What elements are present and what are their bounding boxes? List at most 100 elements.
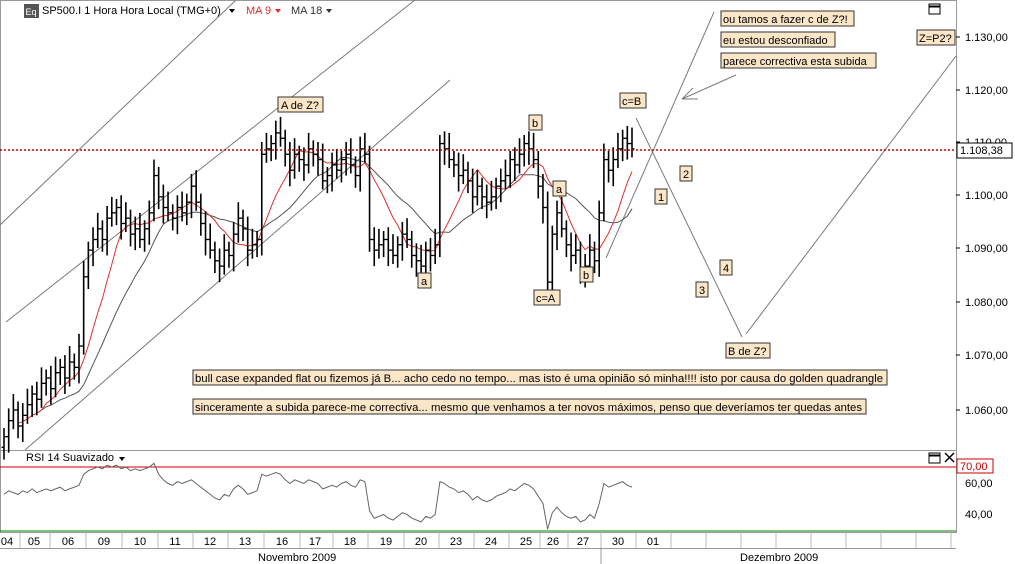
annotation-wave-b2: b [583,270,589,282]
ohlc-bar [498,168,504,203]
annotation-3: 3 [699,285,705,297]
drawn-lines [0,0,957,451]
ohlc-bar [24,388,30,424]
ohlc-bar [67,346,73,387]
ma18-dropdown-icon[interactable] [326,9,332,13]
ohlc-bar [521,135,527,167]
ohlc-bar [306,132,312,174]
ohlc-bar [399,221,405,261]
ohlc-bar [156,167,162,210]
ohlc-bar [170,204,176,231]
price-tick: 1.070,00 [965,350,1008,362]
ohlc-bar [254,230,260,258]
rsi-panel-frame [0,450,957,533]
ohlc-bar [563,220,569,258]
ohlc-bar [592,241,598,274]
projection-rise-line [745,55,957,335]
ohlc-bar [357,136,363,192]
ohlc-bar [371,227,377,267]
rsi-title[interactable]: RSI 14 Suavizado [26,452,114,464]
ohlc-bar [470,168,476,213]
ohlc-bar [212,241,218,274]
price-tick: 1.130,00 [965,32,1008,44]
ohlc-bar [6,408,12,453]
ohlc-bar [48,365,54,405]
annotations: A de Z? a b c=A a b c=B 1 2 3 4 B de Z? … [192,10,956,415]
chart-title[interactable]: SP500.I 1 Hora Hora Local (TMG+0) [42,5,221,17]
ma18-label[interactable]: MA 18 [291,5,322,17]
ohlc-bar [554,200,560,251]
ohlc-bar [53,356,59,398]
ohlc-bar [320,143,326,190]
ohlc-bar [390,234,396,264]
rsi-maximize-icon[interactable] [928,452,941,464]
ohlc-bar [118,195,124,240]
ohlc-bar [484,184,490,219]
ohlc-bar [367,145,373,252]
ohlc-bar [165,191,171,222]
ohlc-bar [29,385,35,417]
ohlc-bar [81,260,87,355]
ohlc-bar [381,230,387,258]
day-tick: 25 [520,536,532,548]
ohlc-bar [474,170,480,206]
rsi-tick-60: 60,00 [965,478,993,490]
ohlc-bar [432,228,438,264]
ohlc-bar [324,167,330,194]
annotation-wave-b: b [532,118,538,130]
day-tick: 09 [98,536,110,548]
ohlc-bar [620,129,626,162]
ohlc-bar [385,227,391,267]
ohlc-bar [113,198,119,226]
rsi-close-icon[interactable] [944,452,955,463]
ohlc-bar [465,161,471,194]
rsi-tick-40: 40,00 [965,509,993,521]
day-tick: 18 [344,536,356,548]
maximize-icon[interactable] [928,3,941,15]
price-tick: 1.090,00 [965,243,1008,255]
arrow-head [681,87,694,100]
ma9-dropdown-icon[interactable] [275,9,281,13]
day-tick: 26 [547,536,559,548]
current-price-box [956,142,1013,159]
ohlc-bar [263,132,269,163]
month-december: Dezembro 2009 [740,552,818,564]
annotation-1: 1 [658,192,664,204]
price-tick: 1.120,00 [965,85,1008,97]
rsi-dropdown-icon[interactable] [119,457,125,461]
ohlc-bar [427,237,433,272]
ohlc-bar [423,241,429,279]
month-november: Novembro 2009 [258,552,336,564]
ohlc-bar [174,195,180,235]
note-desconfiado: eu estou desconfiado [723,35,828,47]
ohlc-bar [507,151,513,188]
channel-upper-line [0,0,237,226]
ohlc-bar [573,234,579,264]
day-tick: 05 [28,536,40,548]
ohlc-bar [545,191,551,291]
title-dropdown-icon[interactable] [229,9,235,13]
arrow-shaft [681,74,737,100]
ohlc-bar [188,173,194,219]
ma9-label[interactable]: MA 9 [246,5,271,17]
day-tick: 13 [239,536,251,548]
time-axis: 04 05 06 09 10 11 12 13 16 17 18 19 20 23 24 25 26 27 30 01 [1,533,952,548]
ohlc-bar [38,367,44,408]
day-tick: 06 [62,536,74,548]
annotation-c-eq-b: c=B [622,96,641,108]
ohlc-bar [456,152,462,192]
ohlc-bar [329,152,335,192]
ohlc-bar [273,120,279,160]
ohlc-bar [442,131,448,165]
ohlc-bar [629,127,635,158]
ohlc-bar [568,232,574,272]
ohlc-bar [71,353,77,380]
price-axis: 1.130,00 1.120,00 1.110,00 1.100,00 1.09… [965,32,1008,417]
ohlc-bar [109,196,115,227]
ohlc-bar [179,191,185,222]
ohlc-bar [249,228,255,259]
annotation-z-eq-p2: Z=P2? [919,33,952,45]
ohlc-bar [123,202,129,233]
projection-down-line [635,117,743,338]
